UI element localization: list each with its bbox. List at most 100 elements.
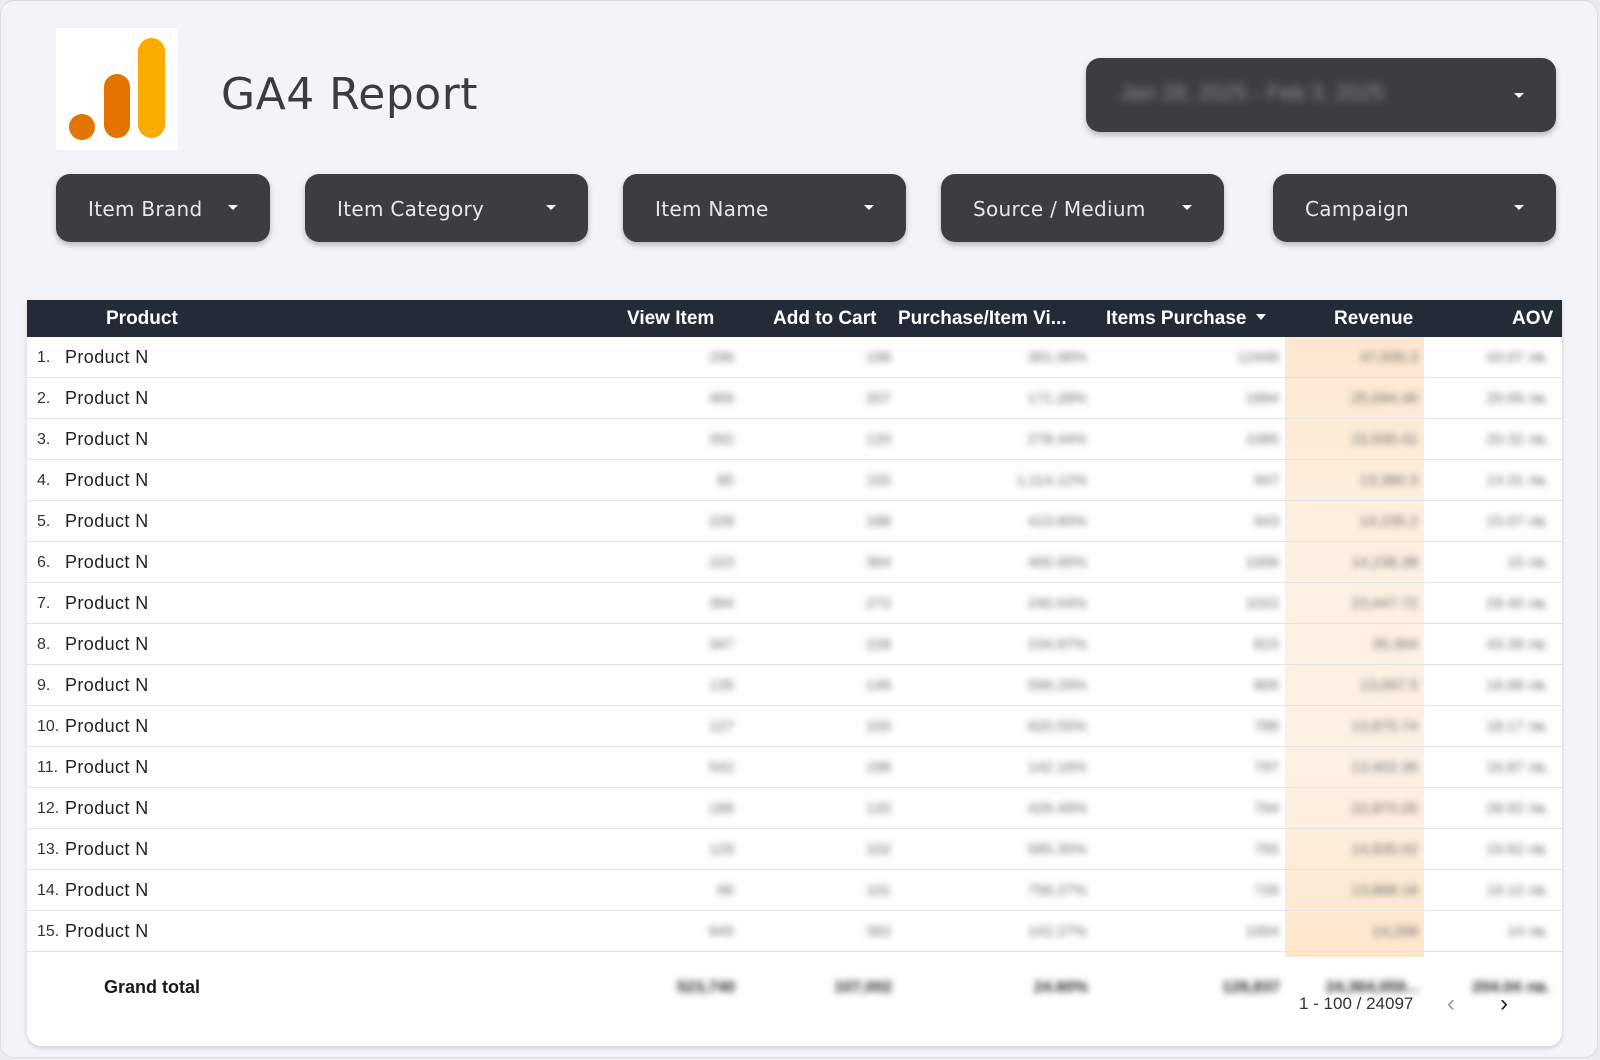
col-header-view-item[interactable]: View Item <box>627 308 715 329</box>
cell-revenue: 13,097.5 <box>1359 677 1418 694</box>
cell-aov: 43.07 лв. <box>1486 349 1549 366</box>
cell-view-item: 296 <box>708 349 734 366</box>
cell-aov: 16.87 лв. <box>1486 759 1549 776</box>
row-number: 4. <box>37 472 51 489</box>
table-row[interactable]: 7. Product N 394 272 240.04% 1022 23,447.72 29.… <box>27 583 1562 624</box>
cell-add-to-cart: 198 <box>865 759 891 776</box>
table-row[interactable]: 8. Product N 347 228 234.87% 815 35,394 43.39 л… <box>27 624 1562 665</box>
filter-campaign[interactable]: Campaign <box>1273 174 1556 242</box>
product-name: Product N <box>65 634 149 654</box>
cell-add-to-cart: 120 <box>865 800 891 817</box>
cell-revenue: 47,935.3 <box>1359 349 1418 366</box>
cell-aov: 15 лв. <box>1507 554 1549 571</box>
table-header: Product View Item Add to Cart Purchase/I… <box>27 300 1562 337</box>
cell-items-purchase: 1004 <box>1245 923 1279 940</box>
cell-items-purchase: 1894 <box>1245 390 1279 407</box>
cell-items-purchase: 815 <box>1253 636 1279 653</box>
table-row[interactable]: 14. Product N 96 101 756.27% 726 13,868.18 19.1… <box>27 870 1562 911</box>
table-row[interactable]: 6. Product N 223 364 400.90% 1006 14,238.38 15 … <box>27 542 1562 583</box>
cell-view-item: 85 <box>717 472 734 489</box>
sort-desc-icon <box>1256 314 1267 321</box>
table-row[interactable]: 9. Product N 135 149 596.29% 805 13,097.5 16.68… <box>27 665 1562 706</box>
cell-aov: 14 лв. <box>1507 923 1549 940</box>
table-row[interactable]: 1. Product N 296 198 391.96% 12449 47,935.3 43.… <box>27 337 1562 378</box>
col-header-add-to-cart[interactable]: Add to Cart <box>773 308 877 329</box>
cell-purchase-rate: 620.55% <box>1027 718 1087 735</box>
filter-item-brand[interactable]: Item Brand <box>56 174 270 242</box>
product-name: Product N <box>65 347 149 367</box>
row-number: 15. <box>37 923 60 940</box>
filter-item-category[interactable]: Item Category <box>305 174 588 242</box>
cell-aov: 43.39 лв. <box>1486 636 1549 653</box>
date-range-picker[interactable]: Jan 28, 2025 - Feb 3, 2025 <box>1086 58 1556 132</box>
cell-purchase-rate: 142.16% <box>1027 759 1087 776</box>
cell-revenue: 35,394 <box>1372 636 1418 653</box>
product-table: Product View Item Add to Cart Purchase/I… <box>27 300 1562 1046</box>
filter-item-name[interactable]: Item Name <box>623 174 906 242</box>
filter-source-medium[interactable]: Source / Medium <box>941 174 1224 242</box>
date-range-value: Jan 28, 2025 - Feb 3, 2025 <box>1120 80 1385 105</box>
table-row[interactable]: 11. Product N 542 198 142.16% 797 13,402.36 16.… <box>27 747 1562 788</box>
cell-aov: 14.31 лв. <box>1486 472 1549 489</box>
cell-view-item: 542 <box>708 759 734 776</box>
cell-aov: 18.17 лв. <box>1486 718 1549 735</box>
total-view-item: 523,740 <box>677 979 735 996</box>
product-name: Product N <box>65 757 149 777</box>
cell-add-to-cart: 120 <box>865 431 891 448</box>
caret-down-icon <box>1514 205 1524 210</box>
cell-add-to-cart: 102 <box>865 841 891 858</box>
chevron-right-icon[interactable]: › <box>1500 990 1508 1017</box>
product-name: Product N <box>65 839 149 859</box>
row-number: 7. <box>37 595 51 612</box>
chevron-left-icon[interactable]: ‹ <box>1447 990 1455 1017</box>
table-row[interactable]: 13. Product N 129 102 585.35% 755 14,835.02 19.… <box>27 829 1562 870</box>
cell-view-item: 127 <box>708 718 734 735</box>
col-header-revenue[interactable]: Revenue <box>1334 308 1414 329</box>
cell-revenue: 13,868.18 <box>1351 882 1418 899</box>
cell-add-to-cart: 207 <box>865 390 891 407</box>
table-row[interactable]: 10. Product N 127 100 620.55% 788 13,875.74 18.… <box>27 706 1562 747</box>
cell-view-item: 347 <box>708 636 734 653</box>
revenue-heatmap-column <box>1285 337 1424 957</box>
cell-revenue: 14,238.38 <box>1351 554 1418 571</box>
grand-total-row: Grand total 523,740 107,002 24.60% 128,8… <box>27 957 1562 1017</box>
cell-aov: 19.62 лв. <box>1486 841 1549 858</box>
cell-revenue: 14,235.2 <box>1359 513 1418 530</box>
cell-purchase-rate: 234.87% <box>1027 636 1087 653</box>
table-row[interactable]: 5. Product N 228 188 413.60% 943 14,235.2 15.07… <box>27 501 1562 542</box>
col-header-items-purchase[interactable]: Items Purchase <box>1106 308 1267 330</box>
product-name: Product N <box>65 511 149 531</box>
cell-view-item: 186 <box>708 800 734 817</box>
cell-revenue: 15,930.41 <box>1351 431 1418 448</box>
caret-down-icon <box>1514 93 1524 98</box>
col-header-items-purchase-label: Items Purchase <box>1106 308 1247 329</box>
col-header-purchase-item-view[interactable]: Purchase/Item Vi... <box>898 308 1067 329</box>
cell-add-to-cart: 100 <box>865 718 891 735</box>
caret-down-icon <box>228 205 238 210</box>
cell-purchase-rate: 413.60% <box>1027 513 1087 530</box>
table-row[interactable]: 12. Product N 186 120 426.49% 794 22,874.05 28.… <box>27 788 1562 829</box>
table-row[interactable]: 3. Product N 392 120 278.44% 1085 15,930.41 20.… <box>27 419 1562 460</box>
cell-add-to-cart: 364 <box>865 554 891 571</box>
caret-down-icon <box>864 205 874 210</box>
row-number: 9. <box>37 677 51 694</box>
total-purchase-rate: 24.60% <box>1033 979 1088 996</box>
cell-view-item: 96 <box>717 882 734 899</box>
cell-aov: 20.32 лв. <box>1486 431 1549 448</box>
table-row[interactable]: 15. Product N 645 392 142.27% 1004 14,298 14 лв… <box>27 911 1562 952</box>
table-row[interactable]: 4. Product N 85 155 1,114.12% 947 13,380.3 14.3… <box>27 460 1562 501</box>
cell-aov: 16.68 лв. <box>1486 677 1549 694</box>
cell-items-purchase: 12449 <box>1237 349 1279 366</box>
row-number: 2. <box>37 390 51 407</box>
row-number: 1. <box>37 349 51 366</box>
product-name: Product N <box>65 593 149 613</box>
cell-add-to-cart: 228 <box>865 636 891 653</box>
col-header-aov[interactable]: AOV <box>1512 308 1554 329</box>
filter-label: Item Name <box>655 197 769 221</box>
table-row[interactable]: 2. Product N 469 207 171.28% 1894 25,094.46 29.… <box>27 378 1562 419</box>
product-name: Product N <box>65 921 149 941</box>
filter-label: Item Category <box>337 197 485 221</box>
cell-revenue: 14,298 <box>1372 923 1418 940</box>
col-header-product[interactable]: Product <box>106 308 178 329</box>
product-name: Product N <box>65 470 149 490</box>
